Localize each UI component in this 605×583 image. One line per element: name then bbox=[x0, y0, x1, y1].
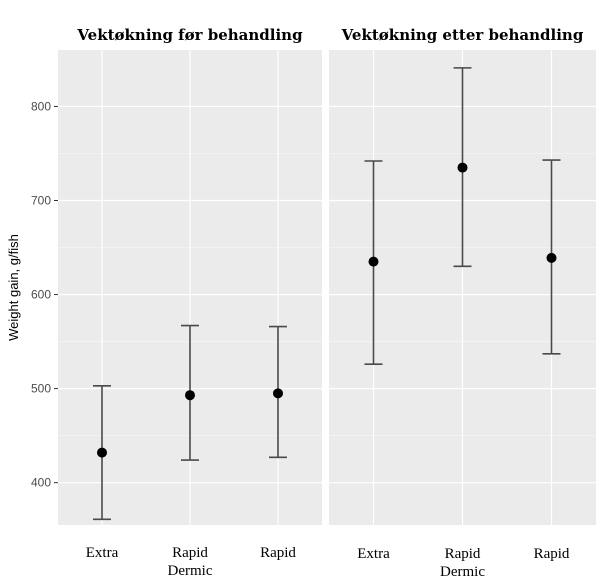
panel-2: Vektøkning etter behandling Extra Rapid Der… bbox=[329, 26, 596, 580]
data-point bbox=[368, 256, 379, 267]
category-label-line: Dermic bbox=[168, 563, 213, 579]
category-label-line: Dermic bbox=[440, 564, 485, 580]
y-tick-label: 600 bbox=[31, 288, 51, 302]
category-label: Rapid Dermic bbox=[440, 546, 485, 580]
category-label-line: Rapid bbox=[445, 546, 481, 562]
data-point bbox=[457, 162, 468, 173]
category-label-line: Rapid bbox=[172, 545, 208, 561]
y-axis-title: Weight gain, g/fish bbox=[6, 234, 21, 341]
category-label-line: Rapid bbox=[534, 546, 570, 562]
category-label-line: Rapid bbox=[260, 545, 296, 561]
data-point bbox=[546, 252, 557, 263]
y-tick-label: 800 bbox=[31, 99, 51, 113]
data-point bbox=[185, 390, 195, 401]
category-label: Rapid bbox=[260, 545, 296, 561]
data-point bbox=[97, 447, 107, 458]
category-label-line: Extra bbox=[86, 545, 119, 561]
y-tick-label: 400 bbox=[31, 476, 51, 490]
y-tick-label: 700 bbox=[31, 193, 51, 207]
category-label: Rapid bbox=[534, 546, 570, 562]
panel-1: Vektøkning før behandling Extra Rapid Dermi… bbox=[58, 26, 322, 579]
category-label: Rapid Dermic bbox=[168, 545, 213, 579]
category-label: Extra bbox=[86, 545, 119, 561]
data-point bbox=[273, 388, 283, 399]
category-label: Extra bbox=[357, 546, 390, 562]
category-label-line: Extra bbox=[357, 546, 390, 562]
y-tick-label: 500 bbox=[31, 382, 51, 396]
panel-title: Vektøkning etter behandling bbox=[341, 26, 584, 44]
panel-title: Vektøkning før behandling bbox=[76, 26, 303, 44]
